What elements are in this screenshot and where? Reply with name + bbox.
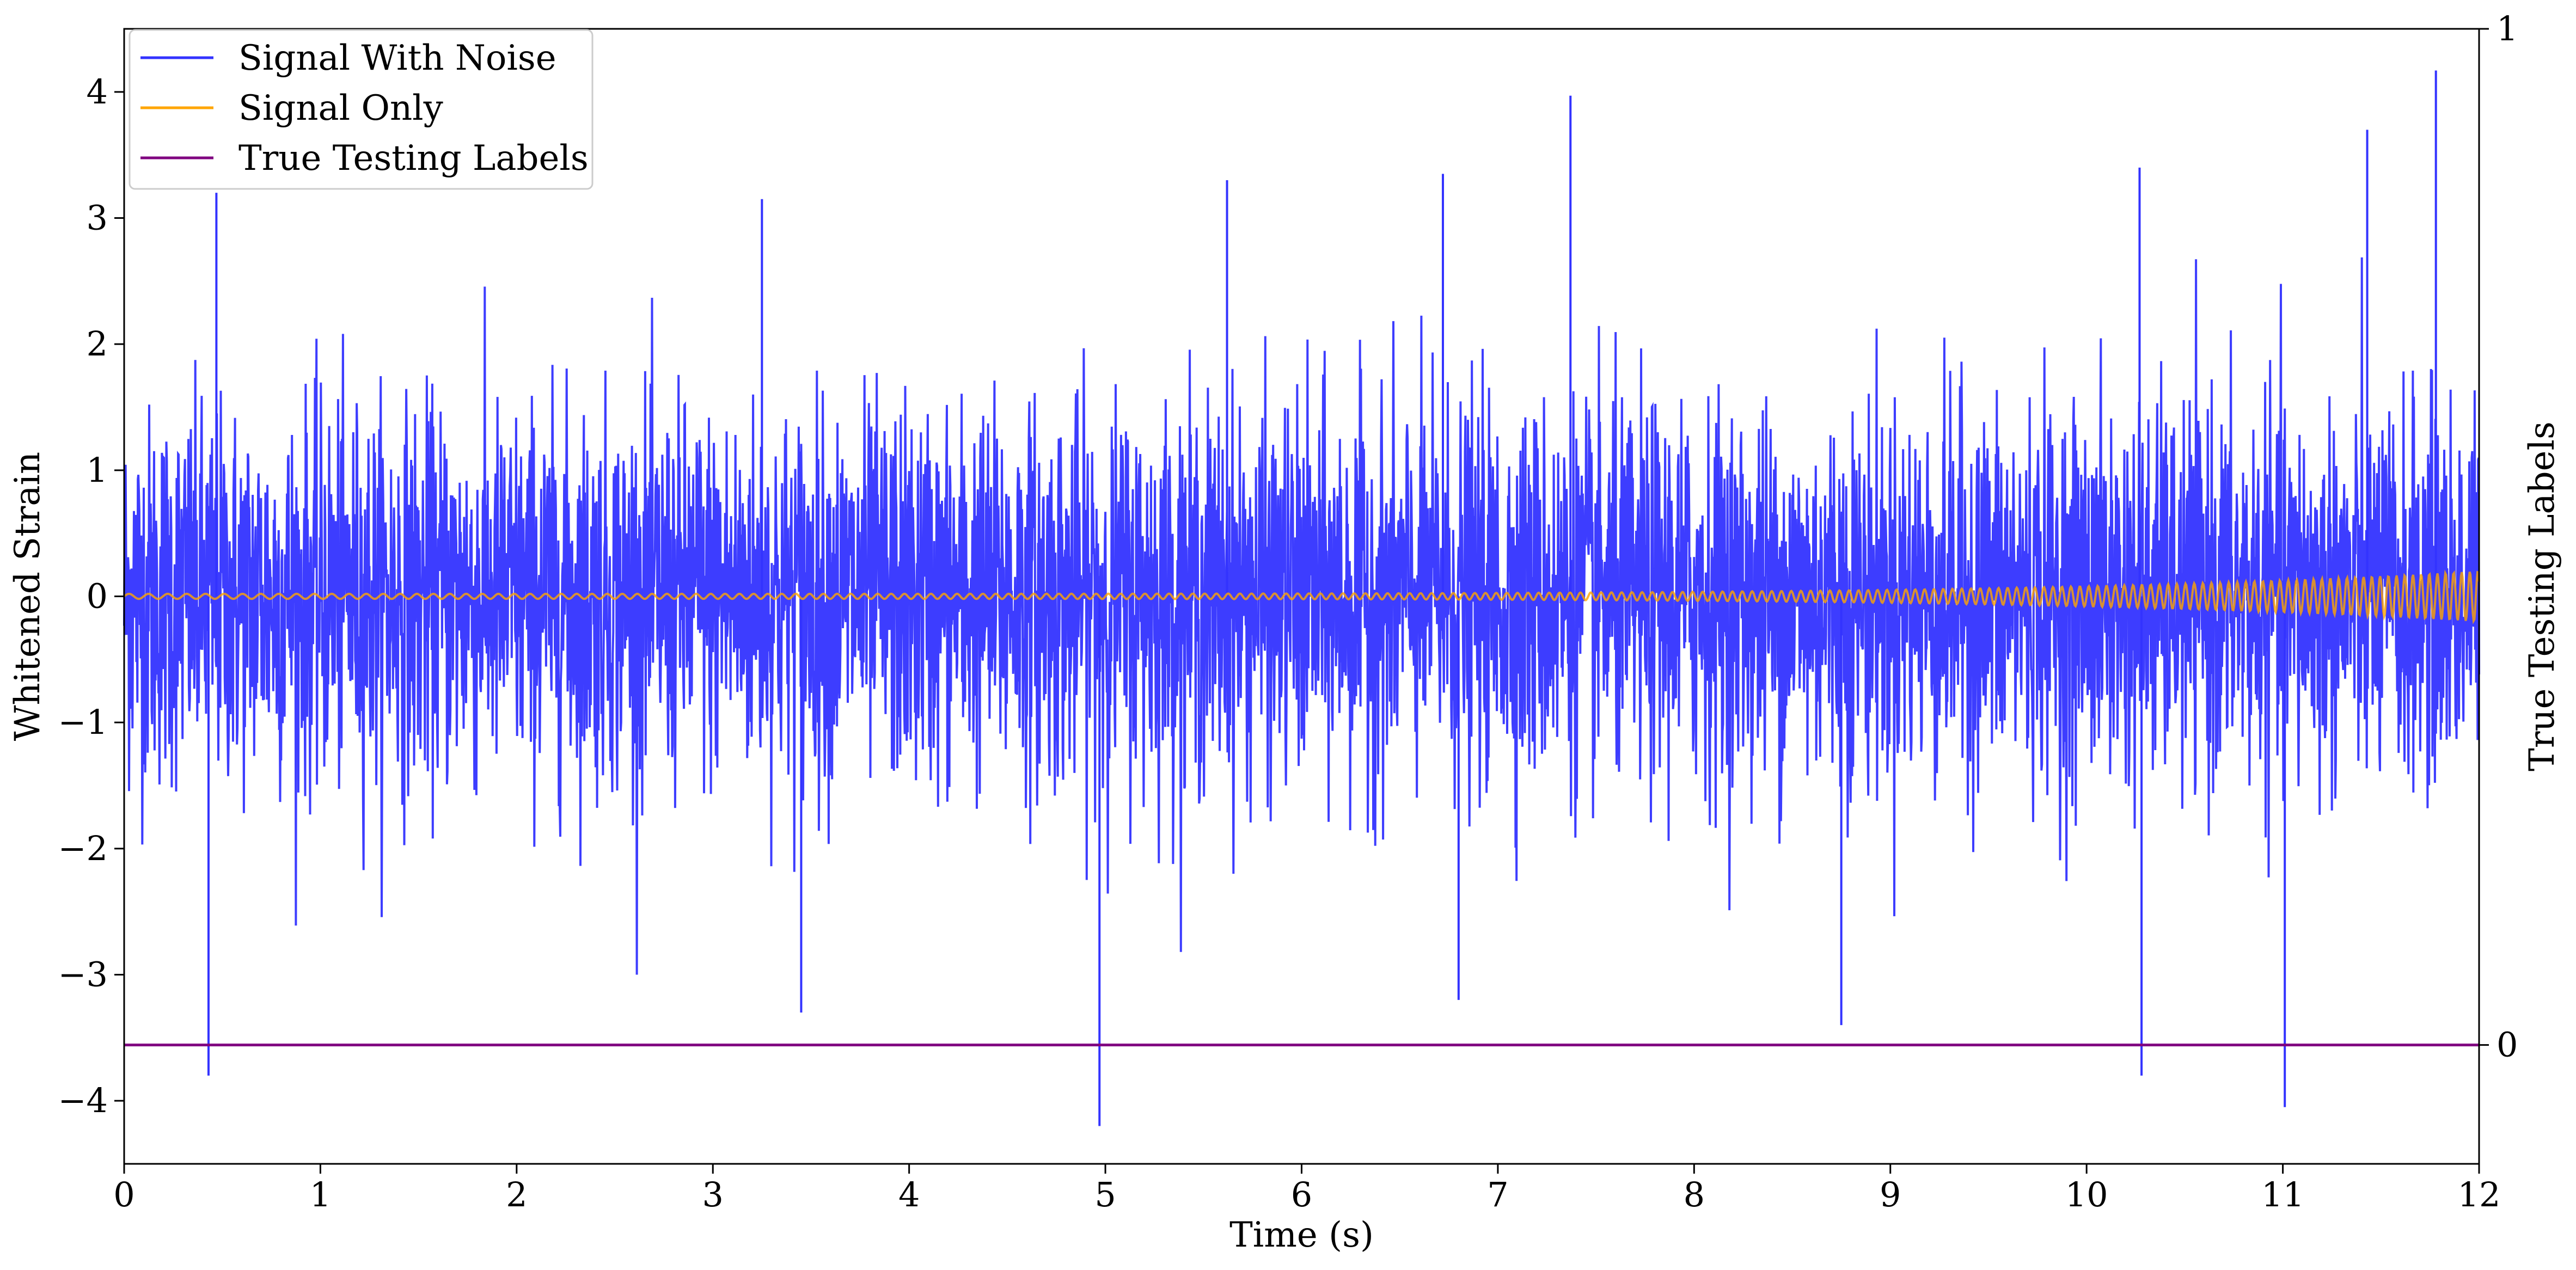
y-tick-label: −4 (58, 1081, 108, 1120)
x-tick-label: 5 (1094, 1175, 1116, 1214)
x-axis-label: Time (s) (1229, 1215, 1374, 1255)
x-tick-label: 1 (310, 1175, 331, 1214)
series-signal-with-noise (123, 257, 2480, 975)
y-tick-label: −2 (58, 829, 108, 868)
legend-label: Signal Only (238, 88, 443, 128)
y-tick-label: 2 (87, 324, 108, 364)
x-tick-label: 9 (1880, 1175, 1901, 1214)
x-tick-label: 4 (898, 1175, 920, 1214)
legend: Signal With Noise Signal Only True Testing… (129, 29, 593, 190)
x-tick-label: 8 (1684, 1175, 1705, 1214)
x-tick-label: 11 (2261, 1175, 2304, 1214)
legend-label: Signal With Noise (238, 38, 556, 78)
legend-box (129, 29, 593, 190)
series-signal-only (123, 569, 2480, 624)
y-tick-label: 4 (87, 72, 108, 112)
x-axis: 0 1 2 3 4 5 6 7 8 9 10 11 12 (113, 1164, 2500, 1214)
y-tick-label: −1 (58, 702, 108, 742)
x-tick-label: 6 (1291, 1175, 1312, 1214)
y-tick-label: −3 (58, 955, 108, 995)
y-tick-label: 1 (87, 450, 108, 490)
y-axis-right: 01 (2479, 9, 2518, 1065)
x-tick-label: 3 (702, 1175, 724, 1214)
x-tick-label: 0 (113, 1175, 134, 1214)
y-axis-left: −4 −3 −2 −1 0 1 2 3 4 (58, 72, 124, 1120)
y-right-tick-label: 1 (2497, 9, 2518, 48)
y-axis-label: Whitened Strain (8, 452, 48, 741)
x-tick-label: 2 (506, 1175, 527, 1214)
y-axis-right-label: True Testing Labels (2522, 421, 2562, 771)
series-layer (123, 70, 2480, 1126)
x-tick-label: 7 (1487, 1175, 1508, 1214)
y-tick-label: 0 (87, 576, 108, 616)
y-tick-label: 3 (87, 198, 108, 238)
x-tick-label: 12 (2458, 1175, 2501, 1214)
x-tick-label: 10 (2065, 1175, 2108, 1214)
y-right-tick-label: 0 (2497, 1025, 2518, 1065)
legend-label: True Testing Labels (238, 138, 589, 179)
